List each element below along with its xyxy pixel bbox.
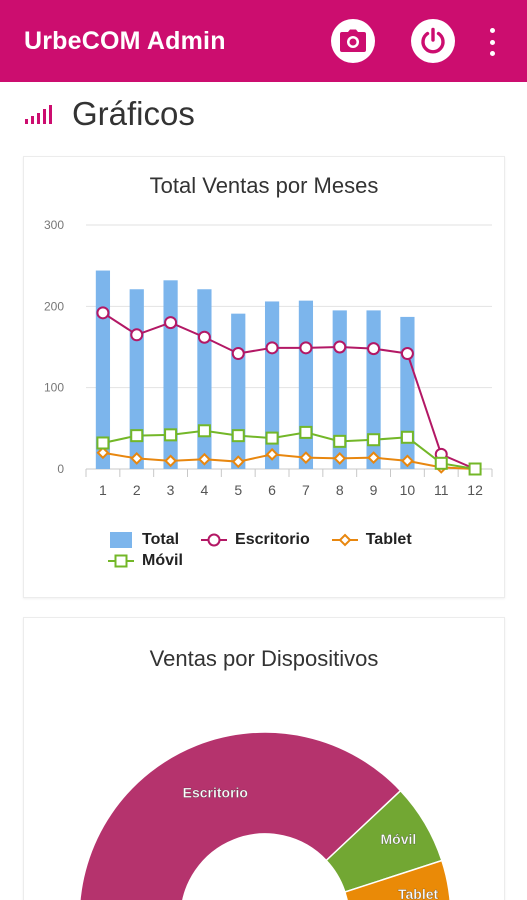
camera-button[interactable]	[331, 19, 375, 63]
point-escritorio	[299, 341, 313, 355]
legend-label: Móvil	[142, 551, 183, 569]
legend-swatch	[331, 533, 358, 546]
x-tick-label: 12	[467, 482, 483, 498]
point-m-vil	[197, 424, 211, 438]
power-icon	[421, 27, 445, 54]
bar-total	[298, 300, 314, 469]
y-tick-label: 0	[57, 462, 64, 476]
section-header: Gráficos	[24, 92, 195, 136]
y-tick-label: 100	[44, 381, 64, 395]
point-tablet	[299, 451, 313, 465]
sales-by-device-title: Ventas por Dispositivos	[149, 646, 379, 671]
point-escritorio	[400, 347, 414, 361]
point-m-vil	[400, 430, 414, 444]
point-m-vil	[434, 456, 448, 470]
slice-label-escritorio: Escritorio	[183, 784, 248, 800]
slice-tablet[interactable]	[343, 859, 451, 900]
x-tick-label: 4	[201, 482, 209, 498]
x-tick-label: 9	[370, 482, 378, 498]
camera-icon	[340, 29, 366, 52]
point-escritorio	[130, 328, 144, 342]
point-m-vil	[265, 431, 279, 445]
point-escritorio	[231, 347, 245, 361]
bar-total	[197, 289, 212, 469]
sales-by-device-card: Ventas por Dispositivos Escritorio Móvil T…	[23, 617, 505, 900]
slice-label-tablet: Tablet	[398, 886, 439, 900]
sales-by-month-title: Total Ventas por Meses	[149, 173, 379, 198]
signal-bars-icon	[25, 105, 52, 124]
more-vert-icon[interactable]	[482, 28, 502, 56]
x-tick-label: 3	[167, 482, 175, 498]
y-tick-label: 200	[44, 299, 64, 313]
section-title: Gráficos	[72, 95, 195, 132]
point-escritorio	[367, 342, 381, 356]
legend-item-tablet[interactable]: Tablet	[331, 530, 412, 549]
x-tick-label: 10	[400, 482, 416, 498]
point-escritorio	[96, 306, 110, 320]
power-button[interactable]	[411, 19, 455, 63]
app-title: UrbeCOM Admin	[24, 26, 226, 55]
x-tick-label: 1	[99, 482, 107, 498]
x-tick-label: 11	[434, 482, 449, 498]
legend-item-escritorio[interactable]: Escritorio	[201, 531, 310, 549]
legend-swatch	[110, 531, 132, 548]
point-tablet	[401, 454, 414, 468]
sales-by-month-card: Total Ventas por Meses 0 100 200 300 1 2 3 4 5 6 7…	[23, 156, 505, 598]
x-tick-label: 5	[234, 482, 242, 498]
point-tablet	[130, 452, 144, 465]
x-tick-label: 2	[133, 482, 141, 498]
chart-legend: Total Escritorio Tablet Móvil	[108, 529, 508, 571]
point-m-vil	[231, 429, 245, 443]
legend-label: Escritorio	[235, 530, 310, 548]
point-m-vil	[299, 425, 313, 439]
legend-swatch	[108, 554, 134, 567]
slice-label-m-vil: Móvil	[381, 831, 417, 847]
point-tablet	[367, 451, 380, 465]
point-tablet	[231, 455, 245, 469]
x-tick-label: 8	[336, 482, 344, 498]
x-tick-label: 6	[268, 482, 276, 498]
point-m-vil	[164, 428, 178, 442]
point-m-vil	[367, 433, 381, 447]
legend-label: Total	[142, 530, 180, 548]
point-escritorio	[197, 330, 211, 344]
app-bar: UrbeCOM Admin	[0, 0, 527, 82]
point-m-vil	[333, 434, 347, 448]
bar-total	[95, 270, 111, 469]
point-tablet	[265, 447, 279, 461]
point-m-vil	[96, 436, 110, 450]
legend-swatch	[201, 533, 228, 546]
legend-label: Tablet	[365, 530, 412, 548]
point-tablet	[164, 454, 177, 468]
point-m-vil	[468, 462, 482, 476]
point-escritorio	[333, 340, 347, 354]
point-tablet	[198, 452, 211, 466]
legend-item-m-vil[interactable]: Móvil	[108, 552, 183, 570]
bar-total	[231, 313, 246, 469]
sales-by-device-chart: Escritorio Móvil Tablet	[79, 731, 451, 900]
line-tablet	[102, 451, 476, 470]
point-tablet	[96, 446, 110, 460]
point-m-vil	[130, 429, 144, 443]
legend-item-total[interactable]: Total	[108, 531, 179, 549]
bar-total	[400, 316, 415, 469]
point-escritorio	[265, 341, 279, 355]
point-escritorio	[164, 316, 178, 330]
y-tick-label: 300	[44, 218, 64, 232]
slice-escritorio[interactable]	[79, 731, 402, 900]
x-tick-label: 7	[302, 482, 310, 498]
point-tablet	[333, 452, 347, 465]
